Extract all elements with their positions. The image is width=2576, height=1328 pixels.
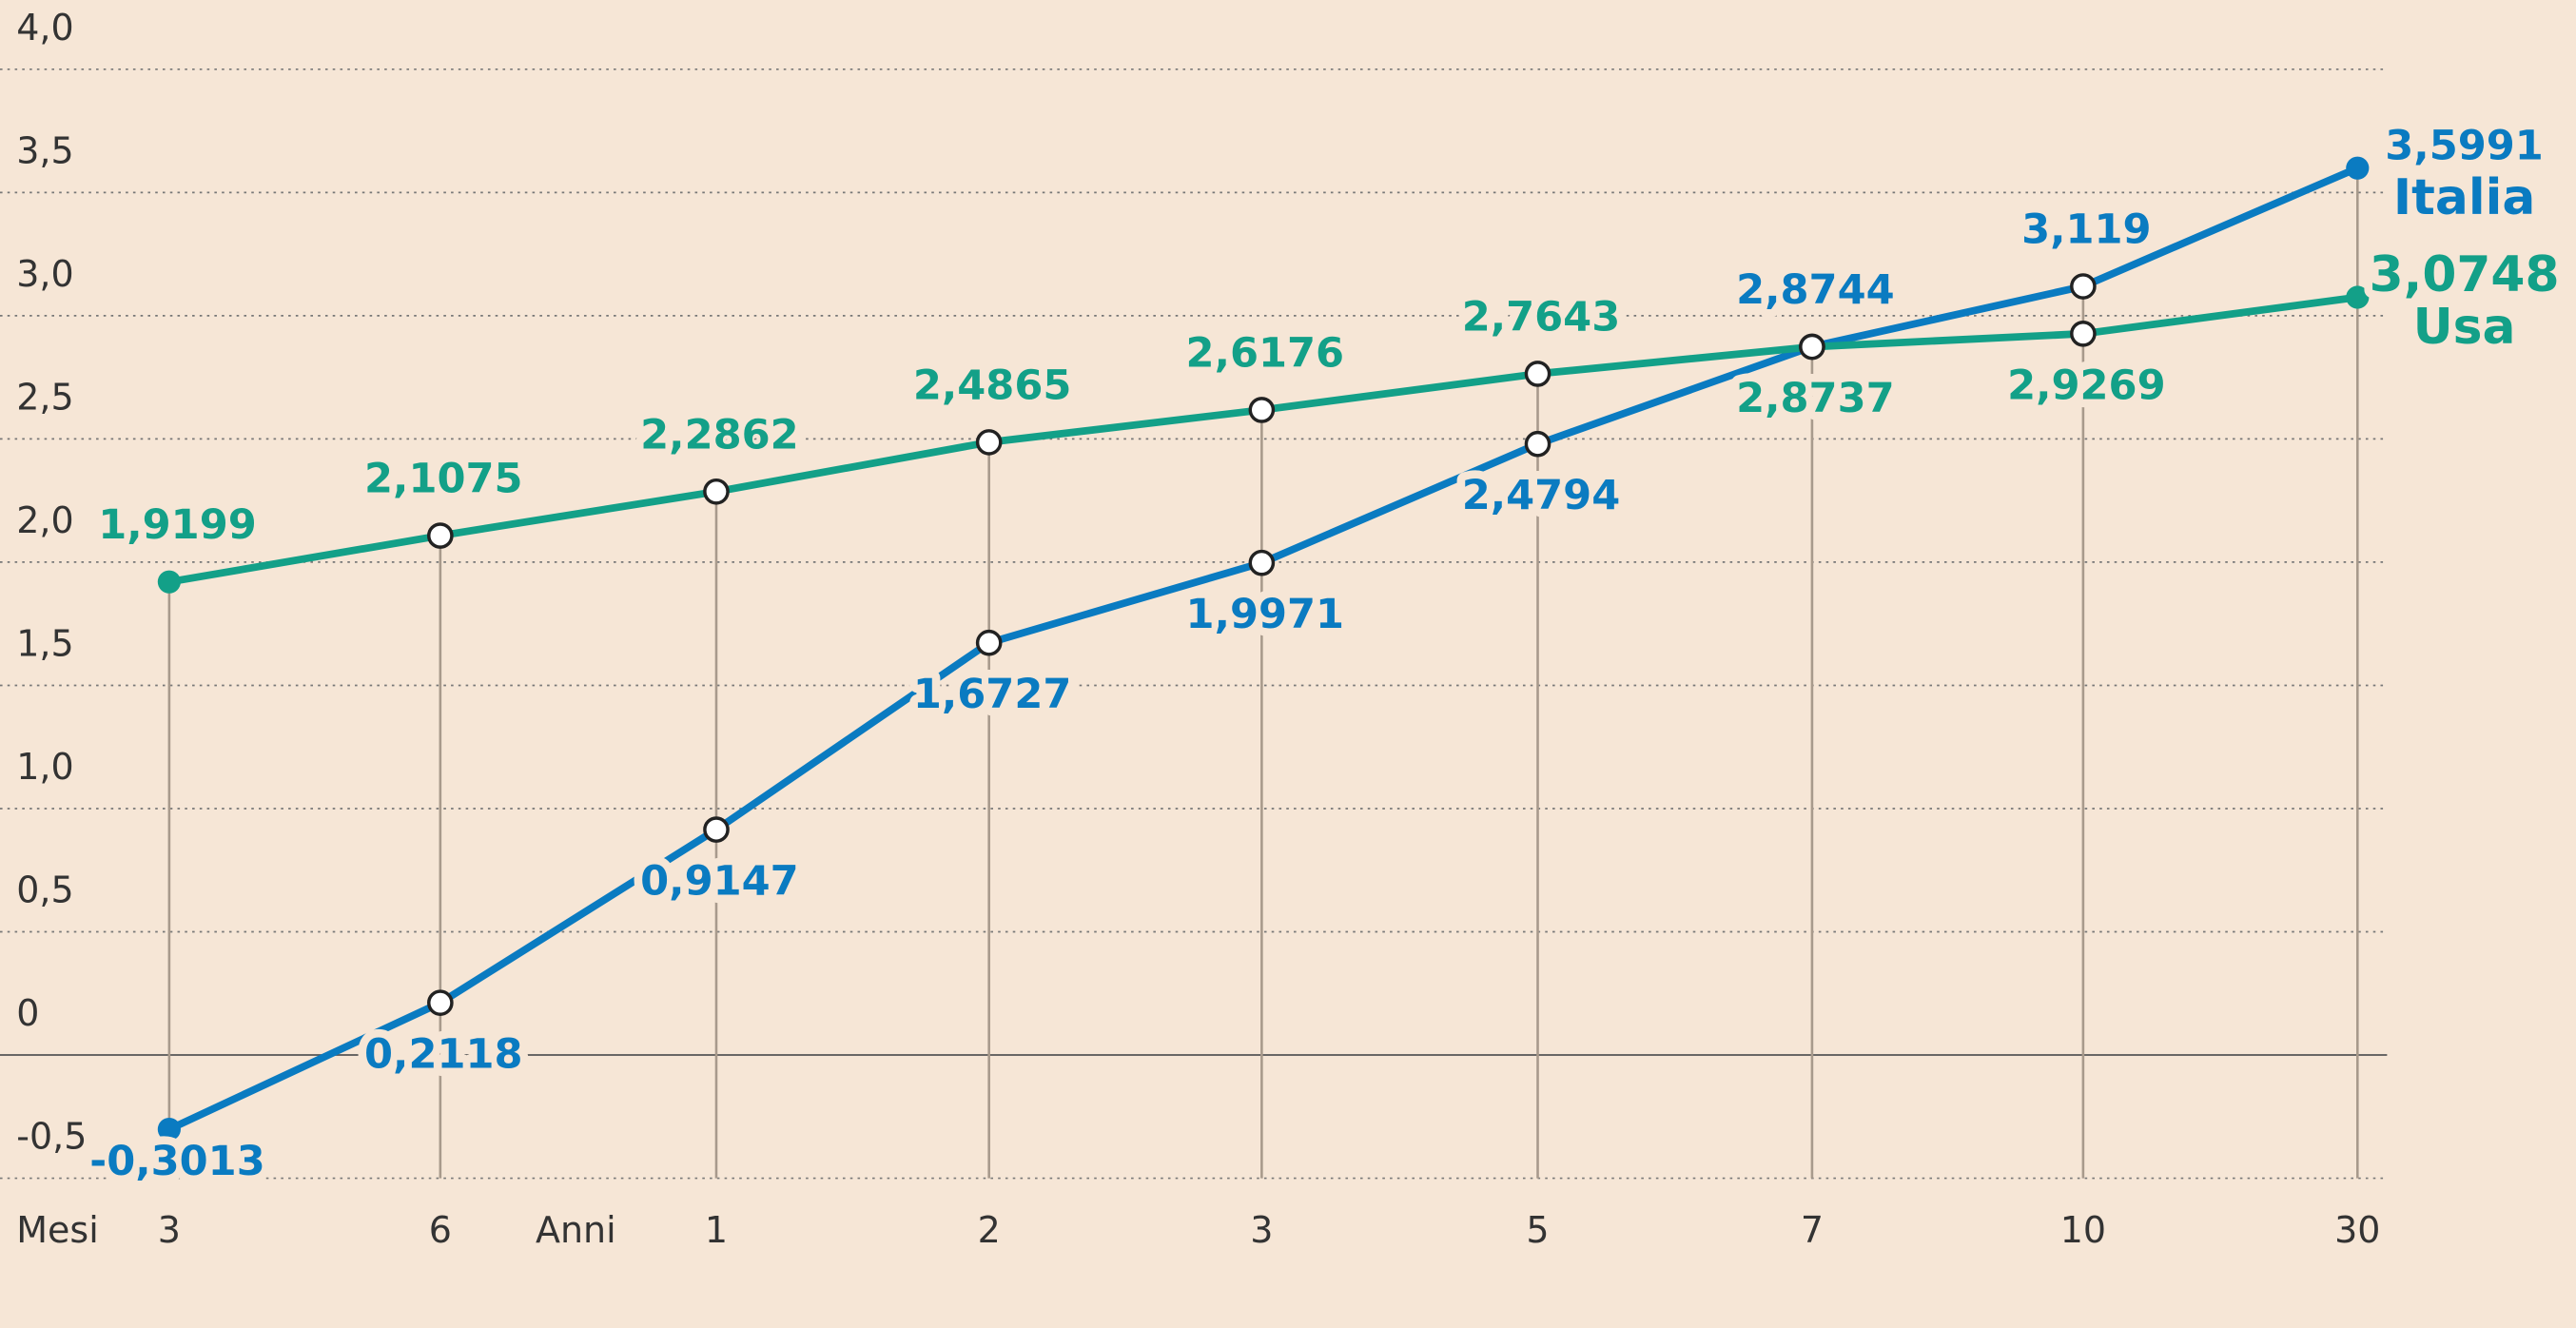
point	[703, 478, 730, 505]
value-label: 3,5991	[2385, 122, 2544, 169]
point	[975, 629, 1003, 656]
value-label: 3,119	[2021, 206, 2152, 254]
x-tick-label: 6	[429, 1209, 452, 1251]
value-label: 2,8737	[1736, 375, 1895, 422]
value-label: 1,6727	[913, 671, 1072, 718]
y-tick-label: 4,0	[16, 7, 73, 49]
point	[157, 570, 181, 594]
x-tick-label: 5	[1526, 1209, 1549, 1251]
point	[2346, 156, 2370, 180]
value-label: 2,6176	[1186, 329, 1345, 377]
value-label: 1,9199	[98, 501, 257, 549]
point	[157, 1118, 181, 1142]
value-label: 2,2862	[640, 411, 799, 459]
y-tick-label: -0,5	[16, 1116, 87, 1158]
y-tick-label: 1,0	[16, 746, 73, 788]
y-tick-label: 3,0	[16, 253, 73, 295]
point	[703, 816, 730, 843]
value-label: 2,4865	[913, 361, 1072, 409]
series-name: Usa	[2413, 299, 2516, 356]
point	[427, 522, 454, 549]
y-tick-label: 2,5	[16, 376, 73, 418]
value-label: 3,0748	[2370, 246, 2560, 303]
point	[1524, 361, 1551, 387]
x-tick-label: 3	[1250, 1209, 1273, 1251]
x-tick-label: 2	[978, 1209, 1001, 1251]
point	[1248, 397, 1276, 423]
x-group-label: Mesi	[16, 1209, 99, 1251]
point	[1799, 333, 1825, 361]
x-tick-label: 1	[705, 1209, 728, 1251]
y-tick-label: 2,0	[16, 499, 73, 541]
point	[2070, 273, 2097, 300]
value-label: 2,1075	[364, 456, 523, 503]
series-name: Italia	[2393, 169, 2535, 226]
x-tick-label: 10	[2060, 1209, 2106, 1251]
point	[2346, 285, 2370, 309]
value-label: 2,4794	[1462, 472, 1621, 519]
x-tick-label: 30	[2334, 1209, 2380, 1251]
point	[1524, 430, 1551, 458]
value-label: 0,2118	[364, 1031, 523, 1079]
x-tick-label: 3	[158, 1209, 181, 1251]
x-tick-label: 7	[1801, 1209, 1824, 1251]
value-label: 0,9147	[640, 858, 799, 906]
point	[1248, 549, 1276, 576]
value-label: 1,9971	[1186, 591, 1345, 638]
y-tick-label: 1,5	[16, 623, 73, 665]
value-label: 2,9269	[2007, 361, 2166, 409]
y-tick-label: 3,5	[16, 129, 73, 171]
y-tick-label: 0,5	[16, 869, 73, 911]
value-label: 2,8744	[1736, 266, 1895, 314]
point	[2070, 320, 2097, 347]
x-group-label: Anni	[536, 1209, 616, 1251]
point	[427, 989, 454, 1016]
point	[975, 429, 1003, 456]
y-tick-label: 0	[16, 992, 39, 1034]
value-label: -0,3013	[89, 1138, 264, 1185]
value-label: 2,7643	[1462, 293, 1621, 341]
